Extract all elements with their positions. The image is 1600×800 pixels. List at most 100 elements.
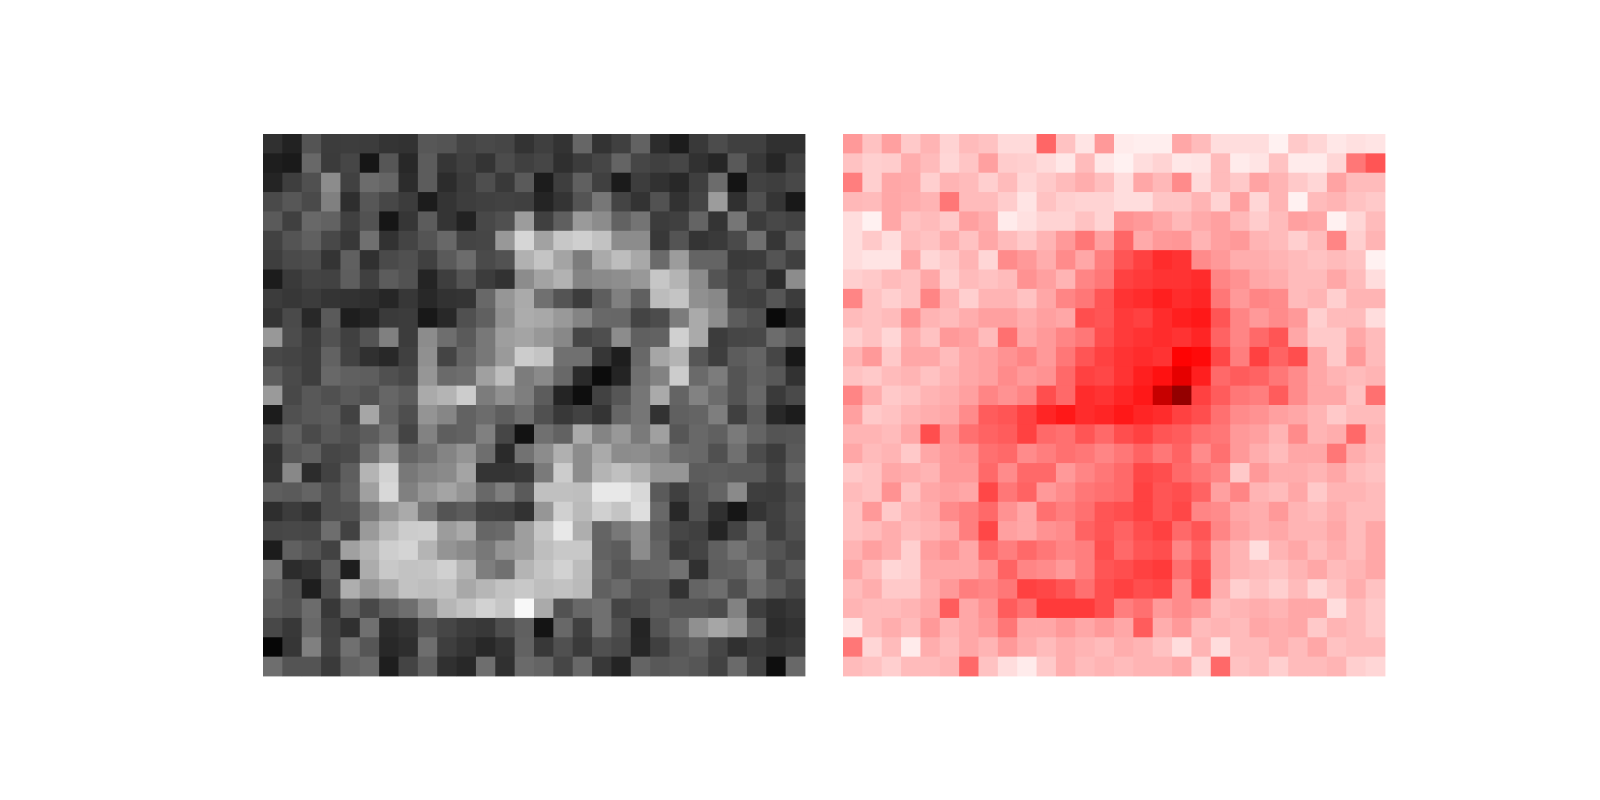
heatmap-cell [475,134,496,154]
heatmap-cell [475,327,496,348]
heatmap-cell [534,501,554,522]
heatmap-cell [514,250,535,270]
heatmap-cell [301,134,322,154]
heatmap-cell [939,385,960,406]
heatmap-cell [1094,308,1115,328]
heatmap-cell [1365,172,1386,193]
heatmap-cell [727,598,748,619]
heatmap-cell [901,192,921,212]
heatmap-cell [1365,424,1386,445]
heatmap-cell [1055,230,1076,251]
heatmap-cell [901,463,921,483]
heatmap-cell [1210,501,1231,522]
heatmap-cell [1036,540,1057,561]
heatmap-cell [997,250,1018,270]
heatmap-cell [959,463,979,483]
heatmap-cell [1172,521,1192,541]
heatmap-cell [1268,501,1289,522]
heatmap-cell [1288,559,1308,580]
heatmap-cell [340,521,361,541]
heatmap-cell [862,559,883,580]
heatmap-cell [1133,482,1154,503]
heatmap-cell [1365,501,1386,522]
heatmap-cell [1191,405,1212,425]
heatmap-cell [398,134,419,154]
heatmap-cell [417,327,438,348]
heatmap-cell [688,598,709,619]
heatmap-cell [881,211,902,232]
heatmap-cell [785,540,806,561]
heatmap-cell [553,559,574,580]
heatmap-cell [997,153,1018,174]
heatmap-cell [997,269,1018,290]
heatmap-cell [592,192,612,212]
heatmap-cell [1268,153,1289,174]
heatmap-cell [340,443,361,464]
heatmap-cell [456,327,477,348]
heatmap-cell [301,540,322,561]
heatmap-cell [1172,346,1192,367]
heatmap-cell [611,250,632,270]
heatmap-cell [282,501,303,522]
heatmap-cell [553,463,574,483]
heatmap-cell [553,211,574,232]
heatmap-cell [1365,346,1386,367]
heatmap-cell [630,540,651,561]
heatmap-cell [785,521,806,541]
heatmap-cell [630,288,651,309]
heatmap-cell [766,521,787,541]
heatmap-cell [534,617,554,638]
heatmap-cell [862,501,883,522]
heatmap-cell [514,463,535,483]
heatmap-cell [901,598,921,619]
heatmap-cell [1307,521,1328,541]
heatmap-cell [708,540,728,561]
heatmap-cell [379,134,399,154]
heatmap-cell [282,327,303,348]
heatmap-cell [630,656,651,677]
heatmap-cell [997,559,1018,580]
heatmap-cell [978,617,999,638]
heatmap-cell [708,405,728,425]
heatmap-cell [939,482,960,503]
heatmap-cell [359,211,380,232]
heatmap-cell [688,288,709,309]
heatmap-cell [534,269,554,290]
heatmap-cell [1075,250,1096,270]
heatmap-cell [1288,211,1308,232]
heatmap-cell [282,424,303,445]
heatmap-cell [1191,637,1212,658]
heatmap-cell [553,656,574,677]
heatmap-cell [939,656,960,677]
heatmap-cell [1133,559,1154,580]
heatmap-cell [881,598,902,619]
heatmap-cell [263,288,283,309]
heatmap-cell [1055,559,1076,580]
heatmap-cell [1249,424,1270,445]
heatmap-cell [1268,656,1289,677]
heatmap-cell [417,598,438,619]
heatmap-cell [939,617,960,638]
heatmap-cell [1191,192,1212,212]
heatmap-cell [379,463,399,483]
heatmap-cell [862,327,883,348]
heatmap-cell [1307,153,1328,174]
heatmap-cell [650,617,670,638]
heatmap-cell [1249,443,1270,464]
heatmap-cell [708,501,728,522]
heatmap-cell [572,134,593,154]
heatmap-cell [592,172,612,193]
heatmap-cell [688,656,709,677]
heatmap-cell [978,540,999,561]
heatmap-cell [650,366,670,387]
heatmap-cell [688,637,709,658]
heatmap-cell [379,598,399,619]
heatmap-cell [398,172,419,193]
heatmap-cell [630,172,651,193]
heatmap-cell [301,211,322,232]
heatmap-cell [727,540,748,561]
heatmap-cell [456,521,477,541]
heatmap-cell [321,656,341,677]
heatmap-cell [340,366,361,387]
heatmap-cell [997,424,1018,445]
